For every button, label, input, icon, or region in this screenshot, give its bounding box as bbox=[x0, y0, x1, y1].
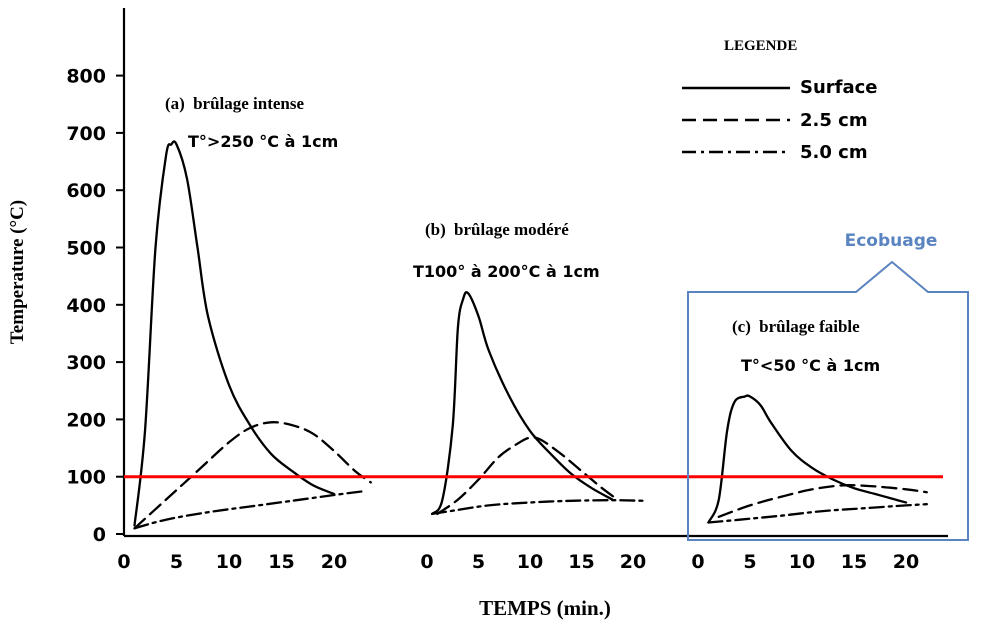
y-tick-label: 300 bbox=[66, 352, 106, 374]
y-tick-label: 400 bbox=[66, 295, 106, 317]
legend-label-5cm: 5.0 cm bbox=[800, 142, 868, 163]
panel-c-subtitle: T°<50 °C à 1cm bbox=[741, 356, 880, 375]
x-tick-label: 10 bbox=[789, 551, 815, 573]
x-tick-label: 15 bbox=[268, 551, 294, 573]
series-b-surface bbox=[430, 291, 614, 516]
y-tick-label: 800 bbox=[66, 66, 106, 88]
legend-label-surface: Surface bbox=[800, 77, 878, 98]
legend-title: LEGENDE bbox=[724, 38, 797, 54]
panel-b-heading: (b) brûlage modéré T100° à 200°C à 1cm bbox=[413, 220, 600, 281]
series-a-5-0-cm bbox=[133, 489, 367, 530]
legend: LEGENDE Surface 2.5 cm 5.0 cm bbox=[682, 38, 878, 163]
x-tick-label: 15 bbox=[568, 551, 594, 573]
x-tick-label: 20 bbox=[321, 551, 347, 573]
panel-c-letter: (c) bbox=[732, 317, 751, 336]
panel-a-heading: (a) brûlage intense T°>250 °C à 1cm bbox=[165, 94, 338, 151]
y-tick-label: 700 bbox=[66, 123, 106, 145]
ecobuage-callout-label: Ecobuage bbox=[845, 231, 938, 251]
svg-text:(a) brûlage intense: (a) brûlage intense bbox=[165, 94, 305, 113]
series-c-surface bbox=[707, 394, 908, 524]
panel-a-title: brûlage intense bbox=[193, 94, 304, 113]
panel-c-heading: (c) brûlage faible T°<50 °C à 1cm bbox=[732, 317, 880, 375]
series-c-5-0-cm bbox=[707, 503, 928, 524]
x-tick-label: 10 bbox=[517, 551, 543, 573]
legend-label-2-5cm: 2.5 cm bbox=[800, 110, 868, 131]
x-tick-label: 0 bbox=[117, 551, 130, 573]
x-tick-label: 20 bbox=[893, 551, 919, 573]
y-tick-label: 0 bbox=[93, 524, 106, 546]
y-tick-label: 600 bbox=[66, 180, 106, 202]
x-tick-label: 15 bbox=[841, 551, 867, 573]
series-b-5-0-cm bbox=[430, 499, 645, 516]
panel-b-letter: (b) bbox=[425, 220, 446, 239]
y-tick-label: 100 bbox=[66, 467, 106, 489]
ecobuage-callout-box bbox=[687, 260, 969, 541]
x-tick-label: 0 bbox=[691, 551, 704, 573]
series-c-2-5-cm bbox=[717, 484, 928, 518]
series-a-2-5-cm bbox=[133, 421, 372, 530]
y-axis-label: Temperature (°C) bbox=[7, 200, 28, 344]
y-tick-group: 0 100 200 300 400 500 600 700 800 bbox=[66, 66, 124, 546]
x-tick-label: 10 bbox=[216, 551, 242, 573]
x-axis-label: TEMPS (min.) bbox=[479, 596, 611, 620]
x-tick-label: 5 bbox=[743, 551, 756, 573]
x-tick-label: 0 bbox=[420, 551, 433, 573]
svg-text:(c) brûlage faible: (c) brûlage faible bbox=[732, 317, 860, 336]
panel-a-subtitle: T°>250 °C à 1cm bbox=[188, 132, 338, 151]
series-a-surface bbox=[133, 140, 336, 527]
x-tick-label: 20 bbox=[620, 551, 646, 573]
series-group bbox=[133, 140, 928, 530]
panel-b-subtitle: T100° à 200°C à 1cm bbox=[413, 262, 600, 281]
x-tick-group: 0 5 10 15 20 0 5 10 15 20 0 5 10 15 20 bbox=[117, 551, 919, 573]
y-tick-label: 500 bbox=[66, 238, 106, 260]
x-tick-label: 5 bbox=[170, 551, 183, 573]
y-tick-label: 200 bbox=[66, 409, 106, 431]
panel-a-letter: (a) bbox=[165, 94, 185, 113]
svg-text:(b) brûlage modéré: (b) brûlage modéré bbox=[425, 220, 569, 239]
panel-c-title: brûlage faible bbox=[759, 317, 860, 336]
x-tick-label: 5 bbox=[472, 551, 485, 573]
panel-b-title: brûlage modéré bbox=[454, 220, 569, 239]
